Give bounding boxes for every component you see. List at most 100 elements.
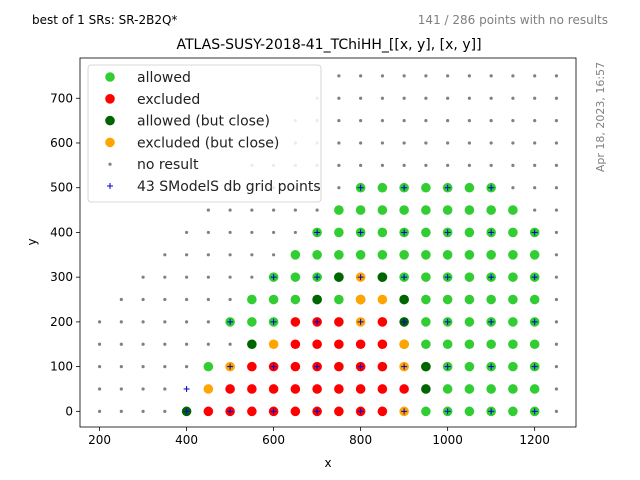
- point-excluded-close: [268, 339, 279, 350]
- no-result-count: 141 / 286 points with no results: [418, 13, 608, 27]
- point-no-result: [467, 163, 472, 167]
- legend-label: no result: [137, 157, 199, 173]
- x-tick-label: 1200: [519, 433, 550, 447]
- point-no-result: [97, 342, 102, 346]
- point-no-result: [554, 230, 559, 235]
- point-db-grid: [357, 408, 364, 415]
- point-no-result: [141, 320, 145, 324]
- point-allowed: [508, 317, 518, 327]
- point-allowed: [290, 294, 301, 305]
- point-db-grid: [444, 274, 451, 281]
- point-db-grid: [227, 408, 234, 415]
- point-db-grid: [401, 363, 408, 370]
- point-no-result: [163, 253, 167, 257]
- point-excluded: [377, 406, 388, 417]
- point-no-result: [337, 186, 341, 190]
- point-excluded: [334, 406, 344, 417]
- legend-item-excluded-close: excluded (but close): [105, 135, 279, 151]
- point-allowed: [464, 361, 475, 372]
- point-excluded: [290, 339, 301, 350]
- point-excluded: [268, 384, 279, 394]
- point-db-grid: [444, 229, 451, 236]
- point-no-result: [141, 365, 145, 369]
- point-no-result: [511, 141, 515, 145]
- y-tick-label: 300: [50, 270, 73, 284]
- point-no-result: [97, 409, 102, 413]
- point-allowed: [421, 317, 431, 327]
- point-db-grid: [488, 229, 495, 236]
- point-no-result: [206, 275, 210, 279]
- point-allowed: [464, 205, 475, 215]
- point-no-result: [293, 208, 297, 212]
- point-excluded: [377, 317, 388, 327]
- point-db-grid: [357, 184, 364, 191]
- x-tick-label: 600: [262, 433, 285, 447]
- legend-marker: [105, 137, 115, 148]
- point-excluded: [334, 339, 344, 350]
- point-excluded: [334, 384, 344, 394]
- point-no-result: [163, 320, 167, 324]
- point-allowed: [334, 250, 344, 260]
- point-no-result: [511, 96, 515, 100]
- point-no-result: [119, 342, 123, 346]
- point-no-result: [119, 387, 123, 391]
- point-no-result: [533, 96, 537, 100]
- point-allowed: [508, 205, 518, 215]
- y-tick-label: 0: [65, 404, 73, 418]
- point-no-result: [184, 320, 189, 324]
- point-allowed: [334, 205, 344, 215]
- point-no-result: [97, 387, 102, 391]
- point-no-result: [467, 74, 472, 78]
- point-no-result: [424, 163, 428, 167]
- point-allowed: [508, 339, 518, 350]
- point-no-result: [206, 230, 210, 235]
- legend-item-db-grid: 43 SModelS db grid points: [107, 179, 321, 195]
- point-no-result: [141, 342, 145, 346]
- point-no-result: [315, 208, 319, 212]
- point-no-result: [119, 365, 123, 369]
- point-no-result: [554, 163, 559, 167]
- point-no-result: [228, 208, 232, 212]
- point-no-result: [424, 119, 428, 123]
- point-excluded: [377, 339, 388, 350]
- point-no-result: [228, 230, 232, 235]
- point-allowed: [464, 227, 475, 238]
- point-db-grid: [531, 363, 538, 370]
- point-no-result: [511, 163, 515, 167]
- point-no-result: [337, 74, 341, 78]
- point-no-result: [554, 74, 559, 78]
- point-no-result: [272, 208, 276, 212]
- point-db-grid: [314, 229, 321, 236]
- point-no-result: [489, 74, 493, 78]
- point-no-result: [359, 96, 363, 100]
- point-db-grid: [401, 274, 408, 281]
- sr-label: best of 1 SRs: SR-2B2Q*: [32, 13, 177, 27]
- point-no-result: [141, 387, 145, 391]
- point-no-result: [184, 230, 189, 235]
- point-no-result: [380, 141, 384, 145]
- point-excluded: [334, 317, 344, 327]
- point-db-grid: [227, 363, 234, 370]
- point-no-result: [402, 96, 406, 100]
- point-no-result: [554, 96, 559, 100]
- point-no-result: [446, 74, 450, 78]
- point-no-result: [250, 208, 254, 212]
- point-allowed: [247, 294, 257, 305]
- point-no-result: [206, 253, 210, 257]
- y-tick-label: 500: [50, 181, 73, 195]
- point-allowed: [442, 339, 453, 350]
- y-tick-label: 100: [50, 360, 73, 374]
- point-allowed: [508, 294, 518, 305]
- point-no-result: [467, 96, 472, 100]
- point-db-grid: [270, 274, 277, 281]
- point-no-result: [489, 96, 493, 100]
- point-allowed: [334, 227, 344, 238]
- y-tick-label: 600: [50, 136, 73, 150]
- point-no-result: [446, 141, 450, 145]
- point-allowed: [290, 272, 301, 282]
- point-no-result: [228, 297, 232, 302]
- point-db-grid: [270, 318, 277, 325]
- point-allowed-close: [421, 361, 431, 372]
- point-db-grid: [270, 408, 277, 415]
- axes-frame: [79, 57, 577, 428]
